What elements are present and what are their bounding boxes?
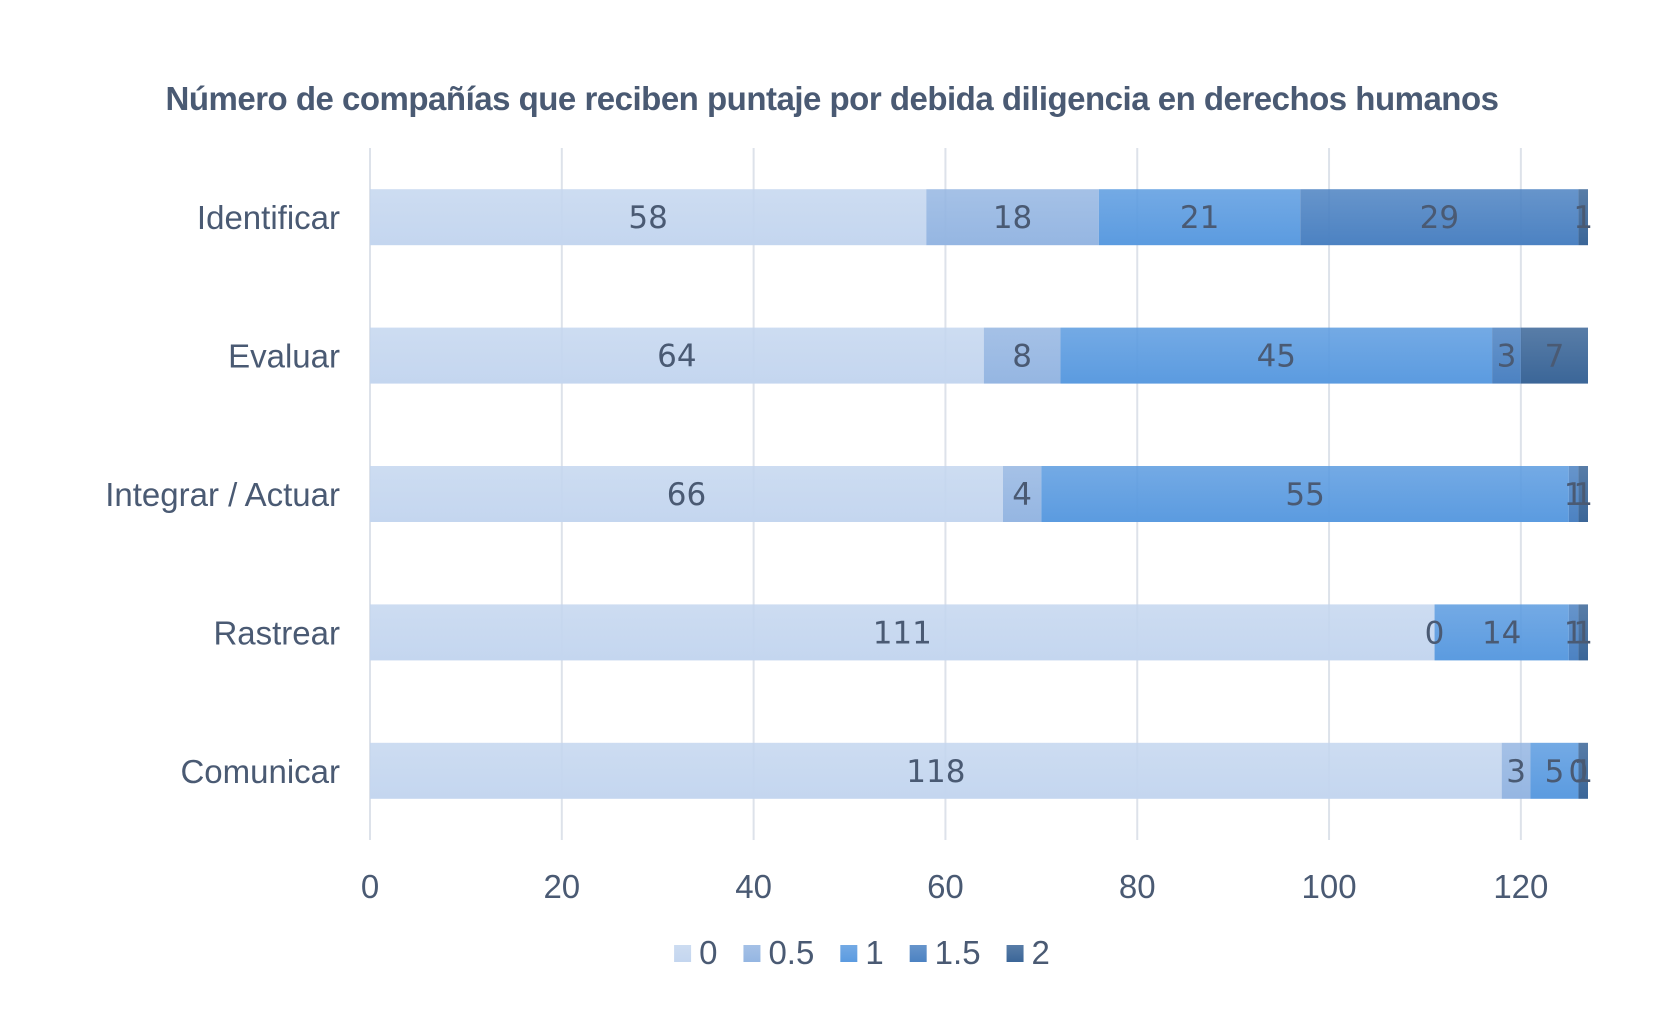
data-label: 1 bbox=[1573, 477, 1593, 513]
data-label: 1 bbox=[1573, 754, 1593, 790]
bar-identificar-series-0 bbox=[370, 189, 927, 246]
data-label: 4 bbox=[1012, 477, 1032, 513]
data-label: 64 bbox=[657, 339, 696, 375]
bar-identificar-series-1.5 bbox=[1300, 189, 1579, 246]
legend-label: 1.5 bbox=[935, 934, 981, 971]
bar-identificar-series-1 bbox=[1098, 189, 1301, 246]
bar-integrar-actuar-series-1 bbox=[1041, 466, 1569, 522]
data-label: 0 bbox=[1569, 754, 1589, 790]
bar-integrar-actuar-series-0 bbox=[370, 466, 1003, 522]
data-label: 14 bbox=[1482, 615, 1521, 651]
data-label: 1 bbox=[1564, 477, 1584, 513]
legend: 0 0.5 1 1.5 2 bbox=[674, 934, 1050, 971]
data-label: 66 bbox=[667, 477, 706, 513]
bar-evaluar-series-0 bbox=[370, 327, 984, 384]
data-label: 29 bbox=[1420, 200, 1459, 236]
legend-swatch-0.5 bbox=[743, 945, 761, 962]
bar-comunicar-series-1 bbox=[1530, 742, 1579, 799]
bar-rastrear-series-1.5 bbox=[1568, 604, 1579, 661]
legend-swatch-1 bbox=[840, 945, 858, 962]
legend-label: 0 bbox=[699, 934, 717, 971]
category-label: Evaluar bbox=[228, 338, 340, 375]
bar-integrar-actuar-series-1.5 bbox=[1568, 466, 1579, 522]
bar-rastrear-series-0 bbox=[370, 604, 1435, 661]
x-tick-label: 60 bbox=[927, 868, 964, 905]
category-label: Integrar / Actuar bbox=[105, 476, 340, 513]
data-label: 45 bbox=[1257, 339, 1296, 375]
bar-rastrear-series-1 bbox=[1434, 604, 1569, 661]
x-tick-label: 80 bbox=[1119, 868, 1156, 905]
data-label: 0 bbox=[1425, 615, 1445, 651]
data-label: 21 bbox=[1180, 200, 1219, 236]
bar-evaluar-series-0.5 bbox=[983, 327, 1061, 384]
data-label: 118 bbox=[906, 754, 965, 790]
data-label: 1 bbox=[1573, 200, 1593, 236]
x-tick-label: 0 bbox=[361, 868, 379, 905]
bar-identificar-series-0.5 bbox=[926, 189, 1099, 246]
x-tick-label: 20 bbox=[543, 868, 580, 905]
bar-comunicar-series-0 bbox=[370, 742, 1502, 799]
bar-comunicar-series-2 bbox=[1578, 742, 1588, 799]
data-label: 3 bbox=[1506, 754, 1526, 790]
bar-evaluar-series-1 bbox=[1060, 327, 1493, 384]
bar-comunicar-series-0.5 bbox=[1501, 742, 1531, 799]
data-label: 55 bbox=[1285, 477, 1324, 513]
x-tick-label: 100 bbox=[1302, 868, 1357, 905]
legend-label: 0.5 bbox=[768, 934, 814, 971]
bar-rastrear-series-2 bbox=[1578, 604, 1588, 661]
bar-integrar-actuar-series-2 bbox=[1578, 466, 1588, 522]
bar-identificar-series-2 bbox=[1578, 189, 1588, 246]
x-tick-label: 40 bbox=[735, 868, 772, 905]
data-label: 58 bbox=[628, 200, 667, 236]
data-label: 8 bbox=[1012, 339, 1032, 375]
data-label: 3 bbox=[1497, 339, 1517, 375]
legend-label: 2 bbox=[1032, 934, 1050, 971]
legend-swatch-1.5 bbox=[909, 945, 927, 962]
x-tick-label: 120 bbox=[1493, 868, 1548, 905]
data-label: 1 bbox=[1564, 615, 1584, 651]
category-labels: Identificar Evaluar Integrar / Actuar Rastr… bbox=[105, 199, 340, 790]
category-label: Identificar bbox=[197, 199, 340, 236]
x-axis-ticks: 0 20 40 60 80 100 120 bbox=[361, 868, 1549, 905]
category-label: Rastrear bbox=[213, 614, 340, 651]
legend-label: 1 bbox=[865, 934, 883, 971]
bar-evaluar-series-2 bbox=[1520, 327, 1588, 384]
data-label: 7 bbox=[1545, 339, 1565, 375]
data-label: 5 bbox=[1545, 754, 1565, 790]
data-label: 18 bbox=[993, 200, 1032, 236]
bars bbox=[370, 189, 1588, 799]
data-label: 1 bbox=[1573, 615, 1593, 651]
legend-swatch-0 bbox=[674, 945, 692, 962]
bar-integrar-actuar-series-0.5 bbox=[1002, 466, 1042, 522]
legend-swatch-2 bbox=[1006, 945, 1024, 962]
chart-title: Número de compañías que reciben puntaje … bbox=[165, 80, 1499, 117]
bar-evaluar-series-1.5 bbox=[1492, 327, 1521, 384]
category-label: Comunicar bbox=[180, 753, 340, 790]
data-label: 111 bbox=[873, 615, 932, 651]
